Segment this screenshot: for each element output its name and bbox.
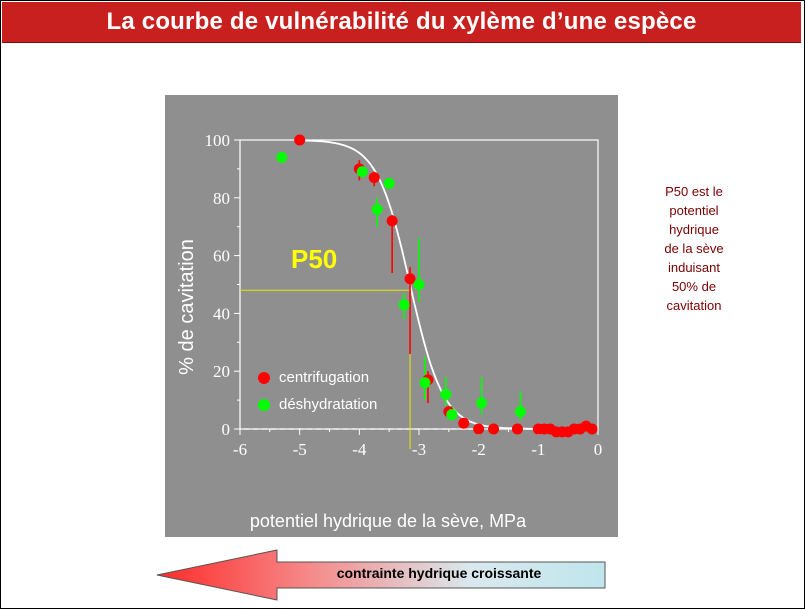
centrifugation-point (511, 423, 523, 435)
vulnerability-chart: -6 -5 -4 -3 -2 -1 0 0 20 40 60 80 100 P50 potentiel … (176, 131, 603, 531)
centrifugation-point (586, 423, 598, 435)
centrifugation-point (404, 273, 416, 285)
y-tick-label: 20 (213, 362, 230, 381)
deshydratation-point (446, 409, 458, 421)
legend-marker-deshydratation (258, 399, 270, 411)
slide-title: La courbe de vulnérabilité du xylème d’u… (2, 2, 801, 43)
legend-marker-centrifugation (258, 372, 270, 384)
chart-axes: -6 -5 -4 -3 -2 -1 0 0 20 40 60 80 100 (205, 131, 603, 459)
centrifugation-point (294, 134, 306, 146)
x-axis-label: potentiel hydrique de la sève, MPa (250, 511, 527, 531)
x-tick-label: -6 (233, 440, 247, 459)
centrifugation-point (386, 215, 398, 227)
deshydratation-point (371, 203, 383, 215)
deshydratation-point (276, 151, 288, 163)
x-tick-label: -5 (293, 440, 307, 459)
legend-label-centrifugation: centrifugation (279, 369, 369, 386)
y-tick-label: 80 (213, 189, 230, 208)
x-tick-label: -4 (352, 440, 367, 459)
chart-texts: P50 potentiel hydrique de la sève, MPa %… (176, 239, 527, 531)
deshydratation-point (440, 388, 452, 400)
chart-legend: centrifugation déshydratation (258, 369, 377, 413)
deshydratation-point (398, 299, 410, 311)
y-tick-label: 0 (222, 420, 231, 439)
p50-label: P50 (291, 244, 337, 274)
chart-panel: -6 -5 -4 -3 -2 -1 0 0 20 40 60 80 100 P50 potentiel … (165, 95, 618, 537)
deshydratation-point (413, 279, 425, 290)
arrow-label: contrainte hydrique croissante (336, 565, 542, 581)
y-tick-label: 40 (213, 304, 230, 323)
x-tick-label: -2 (472, 440, 486, 459)
centrifugation-point (473, 423, 485, 435)
p50-definition-note: P50 est le potentiel hydrique de la sève… (664, 184, 724, 313)
deshydratation-point (356, 166, 368, 178)
constraint-arrow: contrainte hydrique croissante (155, 548, 610, 604)
deshydratation-point (419, 377, 431, 389)
x-tick-label: -1 (531, 440, 545, 459)
deshydratation-point (476, 397, 488, 409)
x-tick-label: 0 (594, 440, 603, 459)
deshydratation-point (383, 177, 395, 189)
centrifugation-point (368, 172, 380, 184)
arrow-shape (156, 549, 606, 601)
y-axis-label: % de cavitation (176, 239, 198, 375)
data-points (276, 134, 598, 438)
y-tick-label: 60 (213, 247, 230, 266)
centrifugation-point (488, 423, 500, 435)
legend-label-deshydratation: déshydratation (279, 396, 377, 413)
x-tick-label: -3 (412, 440, 426, 459)
y-tick-label: 100 (205, 131, 231, 150)
deshydratation-point (514, 406, 526, 418)
centrifugation-point (458, 417, 470, 429)
